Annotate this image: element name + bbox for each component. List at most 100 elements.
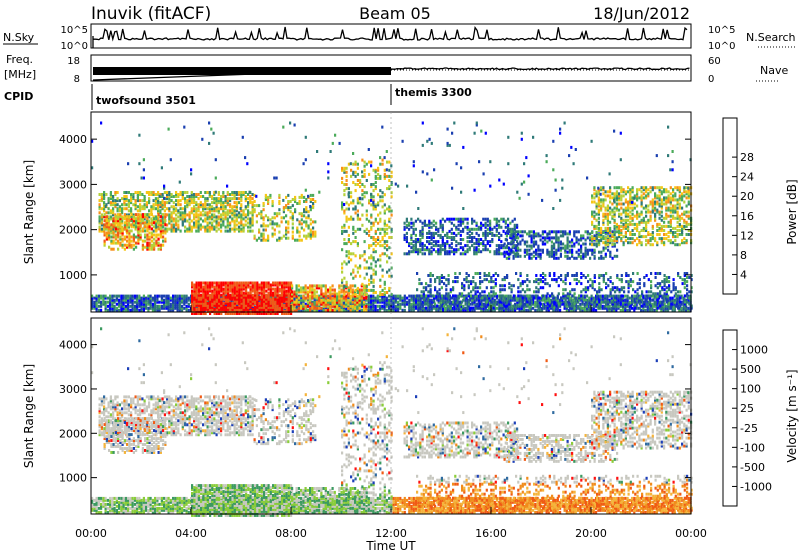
power-cell — [251, 201, 254, 205]
power-cell — [478, 298, 481, 302]
power-cell — [565, 306, 568, 310]
power-cell — [635, 296, 638, 300]
power-cell — [361, 189, 364, 193]
power-cell — [451, 296, 454, 300]
power-cell — [343, 300, 346, 304]
power-cell — [287, 287, 290, 291]
power-cell — [229, 223, 232, 227]
power-cell — [193, 193, 196, 196]
power-cell — [242, 305, 245, 309]
power-cell — [307, 232, 310, 236]
power-cell — [680, 294, 683, 298]
power-cell — [186, 229, 189, 233]
power-cell — [103, 191, 106, 194]
power-cell — [260, 303, 263, 307]
power-cell — [125, 195, 128, 198]
power-cell — [655, 300, 658, 304]
power-cell — [206, 293, 209, 297]
power-cell — [281, 305, 284, 309]
power-cell — [103, 203, 106, 207]
power-cell — [161, 217, 164, 221]
power-cell — [368, 233, 371, 237]
power-cell — [244, 223, 247, 227]
power-cell — [150, 245, 153, 249]
power-cell — [322, 308, 325, 312]
power-cell — [245, 299, 248, 303]
power-cell — [455, 308, 458, 312]
power-cell — [412, 244, 415, 248]
power-cell — [428, 298, 431, 302]
freq-band — [93, 67, 391, 75]
power-cell — [408, 306, 411, 310]
power-cell — [354, 236, 357, 239]
power-cell — [274, 299, 277, 303]
power-cell — [231, 291, 234, 295]
power-cell — [247, 293, 250, 297]
power-cell — [172, 207, 175, 211]
power-cell — [218, 312, 221, 315]
power-cell — [154, 306, 157, 310]
power-cell — [296, 228, 299, 232]
power-cell — [115, 302, 118, 306]
power-cell — [167, 306, 170, 310]
power-cell — [218, 289, 221, 293]
power-cell — [242, 225, 245, 229]
power-cell — [267, 301, 270, 305]
power-cell — [383, 306, 386, 310]
power-cell — [112, 229, 115, 233]
power-cell — [415, 298, 418, 302]
power-cell — [388, 294, 391, 298]
power-cell — [676, 302, 679, 306]
power-cell — [300, 302, 303, 306]
power-cell — [303, 210, 306, 214]
power-cell — [320, 306, 323, 310]
power-cell — [289, 216, 292, 220]
power-cell — [341, 278, 344, 282]
power-cell — [109, 193, 112, 196]
power-cell — [197, 229, 200, 233]
power-cell — [130, 229, 133, 233]
power-cell — [473, 302, 476, 306]
power-cell — [213, 219, 216, 223]
power-cell — [127, 221, 130, 225]
power-cell — [218, 291, 221, 295]
power-cell — [278, 293, 281, 297]
power-cell — [130, 225, 133, 229]
power-cell — [370, 306, 373, 310]
power-cell — [545, 304, 548, 308]
power-cell — [139, 205, 142, 209]
power-cell — [439, 219, 442, 223]
power-cell — [359, 274, 362, 278]
power-cell — [240, 203, 243, 207]
power-cell — [265, 297, 268, 301]
power-cell — [218, 283, 221, 287]
power-cell — [206, 307, 209, 311]
power-cell — [511, 306, 514, 310]
cpid-label: CPID — [4, 90, 33, 103]
power-cell — [222, 219, 225, 223]
power-cell — [121, 217, 124, 221]
power-cell — [554, 296, 557, 300]
power-cell — [276, 301, 279, 305]
power-cell — [107, 201, 110, 205]
power-cell — [238, 299, 241, 303]
power-cell — [281, 297, 284, 301]
power-cell — [132, 213, 135, 217]
power-cell — [350, 272, 353, 276]
power-cell — [272, 307, 275, 311]
power-cell — [559, 308, 562, 312]
power-cell — [285, 301, 288, 305]
power-cell — [131, 294, 134, 298]
power-cell — [671, 300, 674, 304]
power-cell — [278, 200, 281, 203]
power-cell — [191, 295, 194, 299]
power-cell — [365, 231, 368, 235]
power-cell — [460, 308, 463, 312]
power-cell — [281, 287, 284, 291]
power-cell — [233, 281, 236, 285]
power-cell — [215, 281, 218, 285]
power-cell — [195, 221, 198, 225]
power-cell — [365, 179, 368, 182]
power-cell — [435, 250, 438, 254]
power-cell — [658, 296, 661, 300]
